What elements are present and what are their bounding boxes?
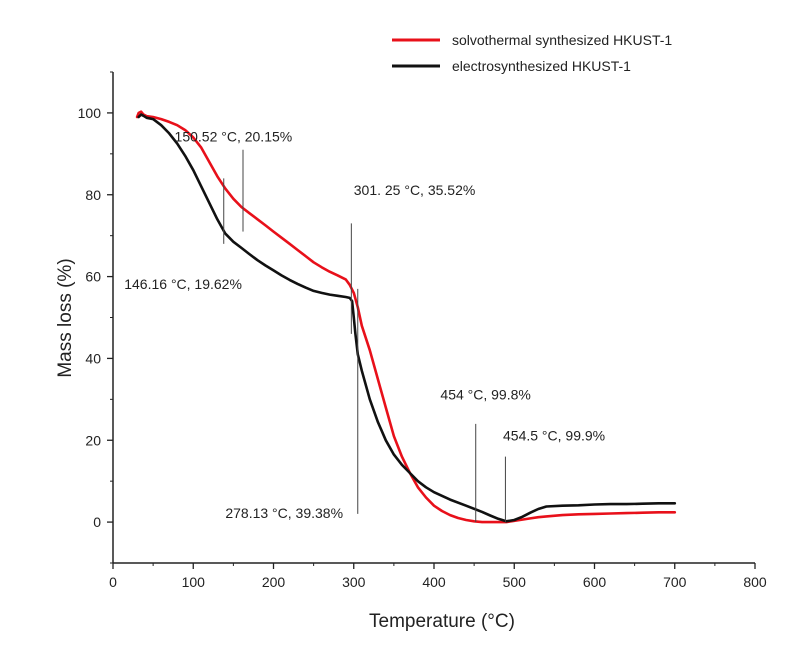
annotation-label-1: 150.52 °C, 20.15% [175, 129, 293, 145]
y-tick-label: 40 [85, 350, 101, 366]
annotation-label-5: 454 °C, 99.8% [440, 386, 530, 402]
series-layer [135, 110, 677, 524]
x-tick-label: 700 [663, 574, 687, 590]
x-tick-label: 200 [262, 574, 286, 590]
annotation-label-3: 301. 25 °C, 35.52% [354, 182, 476, 198]
annotation-label-4: 278.13 °C, 39.38% [225, 505, 343, 521]
annotation-label-6: 454.5 °C, 99.9% [503, 427, 605, 443]
series-line-2 [137, 113, 677, 523]
annotation-layer: 150.52 °C, 20.15% 146.16 °C, 19.62% 301. 2… [124, 129, 605, 523]
x-tick-label: 0 [109, 574, 117, 590]
y-tick-label: 60 [85, 269, 101, 285]
legend-label-1: solvothermal synthesized HKUST-1 [452, 32, 672, 48]
legend: solvothermal synthesized HKUST-1 electros… [392, 32, 672, 74]
x-tick-label: 500 [503, 574, 527, 590]
x-axis-title: Temperature (°C) [369, 611, 515, 632]
y-tick-label: 100 [78, 105, 102, 121]
x-tick-label: 400 [422, 574, 446, 590]
y-tick-label: 0 [93, 514, 101, 530]
y-tick-label: 80 [85, 187, 101, 203]
plot-frame [112, 72, 755, 564]
legend-label-2: electrosynthesized HKUST-1 [452, 58, 631, 74]
series-line-1 [135, 110, 677, 524]
tick-layer: 0 100 200 300 400 500 600 700 800 0 20 40 60 80 100 [78, 71, 767, 590]
y-axis-title: Mass loss (%) [55, 258, 76, 377]
x-tick-label: 100 [182, 574, 206, 590]
x-tick-label: 600 [583, 574, 607, 590]
annotation-label-2: 146.16 °C, 19.62% [124, 276, 242, 292]
x-tick-label: 800 [743, 574, 767, 590]
x-tick-label: 300 [342, 574, 366, 590]
y-tick-label: 20 [85, 432, 101, 448]
